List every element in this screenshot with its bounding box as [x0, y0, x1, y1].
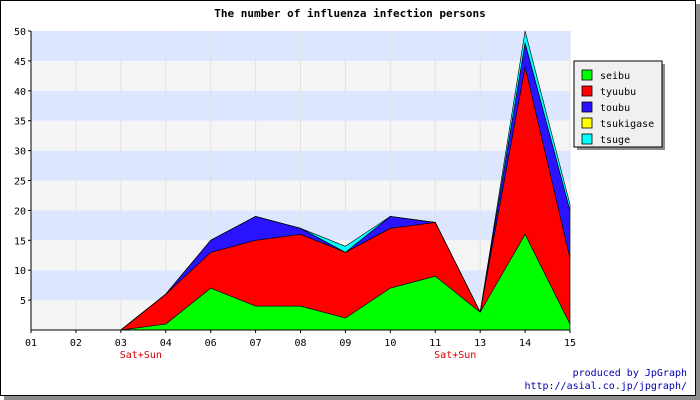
y-tick-label: 20 [14, 206, 26, 217]
y-tick-label: 40 [14, 87, 26, 98]
x-tick-label: 02 [70, 338, 82, 349]
x-tick-note: Sat+Sun [434, 350, 476, 361]
legend-swatch-tyuubu [581, 85, 593, 97]
y-tick-label: 15 [14, 236, 26, 247]
legend-label-seibu: seibu [600, 71, 630, 82]
x-tick-label: 09 [339, 338, 351, 349]
chart: The number of influenza infection person… [14, 7, 665, 361]
x-tick-label: 15 [564, 338, 576, 349]
x-tick-label: 13 [474, 338, 486, 349]
legend-swatch-toubu [581, 101, 593, 113]
y-tick-label: 5 [20, 296, 26, 307]
y-tick-label: 30 [14, 147, 26, 158]
x-tick-label: 08 [294, 338, 306, 349]
area-tsuge [30, 30, 571, 331]
legend-label-toubu: toubu [600, 103, 630, 114]
x-tick-label: 11 [429, 338, 441, 349]
x-tick-label: 04 [160, 338, 172, 349]
credit-line-2[interactable]: http://asial.co.jp/jpgraph/ [524, 381, 687, 392]
y-tick-label: 25 [14, 177, 26, 188]
legend-label-tyuubu: tyuubu [600, 87, 636, 98]
y-tick-label: 50 [14, 27, 26, 38]
y-tick-label: 45 [14, 57, 26, 68]
x-tick-label: 10 [384, 338, 396, 349]
legend-swatch-tsuge [581, 133, 593, 145]
legend-swatch-seibu [581, 69, 593, 81]
grid-bands [30, 31, 571, 330]
chart-title: The number of influenza infection person… [214, 7, 486, 20]
x-tick-label: 07 [250, 338, 262, 349]
y-tick-label: 35 [14, 117, 26, 128]
x-tick-label: 06 [205, 338, 217, 349]
legend-swatch-tsukigase [581, 117, 593, 129]
credit-line-1: produced by JpGraph [572, 368, 687, 379]
y-tick-label: 10 [14, 266, 26, 277]
x-tick-label: 01 [25, 338, 37, 349]
legend-label-tsukigase: tsukigase [600, 119, 654, 130]
x-tick-note: Sat+Sun [120, 350, 162, 361]
legend-label-tsuge: tsuge [600, 135, 630, 146]
legend: seibu tyuubu toubu tsukigase tsuge [573, 60, 665, 150]
area-series [30, 30, 571, 331]
x-tick-label: 14 [519, 338, 531, 349]
x-tick-label: 03 [115, 338, 127, 349]
